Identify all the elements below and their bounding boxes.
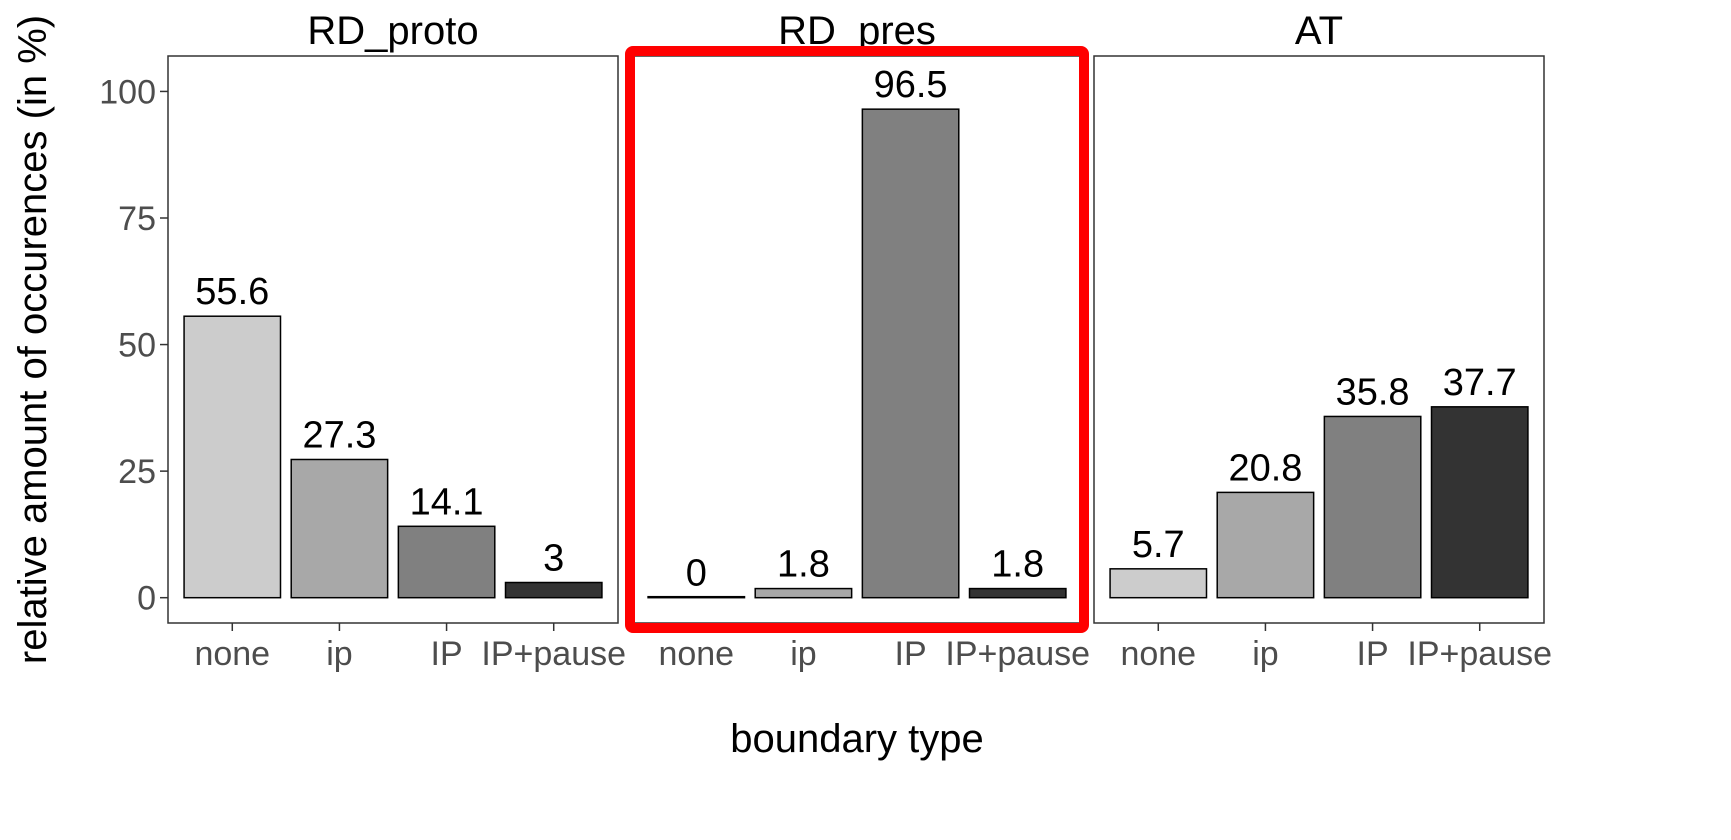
x-tick-label: IP: [431, 635, 463, 673]
bar-value-label: 55.6: [195, 271, 269, 313]
x-axis-title: boundary type: [730, 717, 984, 761]
y-tick-label: 50: [118, 327, 156, 365]
x-tick-label: IP+pause: [481, 635, 626, 673]
panel-border: [167, 55, 619, 624]
facet-title: RD_proto: [307, 9, 478, 53]
y-tick-label: 75: [118, 200, 156, 238]
bar-value-label: 35.8: [1336, 371, 1410, 413]
panel-border: [1093, 55, 1545, 624]
x-tick-label: ip: [326, 635, 352, 673]
facet-panel: RD_pres 0 none 1.8 ip 96.5 IP 1.8 IP+pause: [625, 9, 1090, 673]
bar-value-label: 0: [686, 553, 707, 595]
bar-value-label: 5.7: [1132, 524, 1185, 566]
facet-panels: RD_proto55.6none27.3ip14.1IP3IP+pauseRD_…: [167, 9, 1552, 673]
x-tick-label: none: [194, 635, 270, 673]
bar: [183, 315, 282, 599]
x-tick-label: IP+pause: [1407, 635, 1552, 673]
facet-panel: RD_proto 55.6 none 27.3 ip 14.1 IP 3 IP+pause: [167, 9, 626, 673]
facet-panel: AT 5.7 none 20.8 ip 35.8 IP 37.7 IP+pause: [1093, 9, 1552, 673]
bar-value-label: 37.7: [1443, 362, 1517, 404]
y-axis: 0 25 50 75 100: [99, 73, 168, 618]
bar: [397, 525, 496, 599]
bar: [290, 458, 389, 599]
x-tick-label: ip: [790, 635, 816, 673]
bar: [754, 587, 853, 599]
bar: [968, 587, 1067, 599]
bar-value-label: 20.8: [1228, 447, 1302, 489]
panel-border: [631, 55, 1083, 624]
bar: [504, 581, 603, 599]
y-axis-title: relative amount of occurences (in %): [11, 15, 55, 664]
x-tick-label: IP: [895, 635, 927, 673]
x-tick-label: IP: [1357, 635, 1389, 673]
bar-value-label: 3: [543, 538, 564, 580]
x-tick-label: ip: [1252, 635, 1278, 673]
x-tick-label: none: [658, 635, 734, 673]
facet-title: AT: [1295, 9, 1343, 53]
bar: [1430, 406, 1529, 599]
bar: [1109, 568, 1208, 599]
highlight-box: [625, 46, 1089, 633]
y-tick-label: 25: [118, 453, 156, 491]
bar: [1323, 415, 1422, 599]
bar-value-label: 1.8: [991, 544, 1044, 586]
y-tick-label: 100: [99, 73, 156, 111]
bar: [647, 595, 746, 599]
bar-value-label: 96.5: [874, 64, 948, 106]
x-tick-label: IP+pause: [945, 635, 1090, 673]
x-tick-label: none: [1120, 635, 1196, 673]
bar: [1216, 491, 1315, 599]
bar-value-label: 1.8: [777, 544, 830, 586]
bar-value-label: 14.1: [410, 481, 484, 523]
y-tick-label: 0: [137, 580, 156, 618]
bar-value-label: 27.3: [302, 414, 376, 456]
facet-title: RD_pres: [778, 9, 936, 53]
bar: [861, 108, 960, 599]
